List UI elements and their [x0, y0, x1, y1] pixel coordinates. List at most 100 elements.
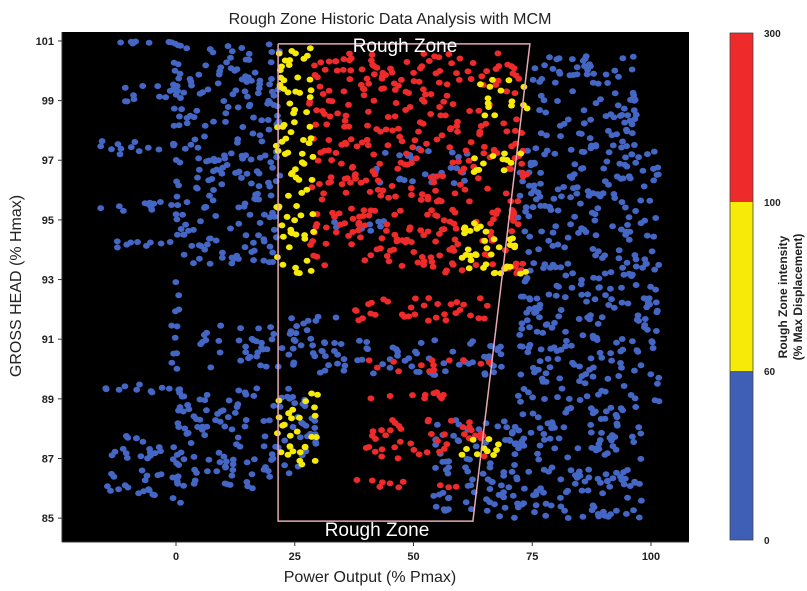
data-point: [243, 170, 251, 177]
data-point: [491, 269, 499, 276]
data-point: [228, 426, 236, 433]
data-point: [322, 224, 330, 231]
colorbar-tick-label: 0: [764, 536, 770, 547]
data-point: [558, 385, 566, 392]
data-point: [587, 421, 595, 428]
data-point: [486, 464, 494, 471]
data-point: [138, 467, 146, 474]
data-point: [197, 341, 205, 348]
data-point: [270, 92, 278, 99]
data-point: [618, 112, 626, 118]
data-point: [446, 218, 454, 225]
data-point: [624, 112, 632, 119]
data-point: [435, 54, 443, 61]
data-point: [445, 51, 453, 58]
data-point: [347, 55, 355, 62]
data-point: [440, 506, 448, 513]
data-point: [646, 301, 653, 308]
data-point: [604, 513, 612, 520]
data-point: [346, 76, 354, 83]
data-point: [182, 221, 190, 228]
data-point: [178, 106, 186, 113]
data-point: [271, 213, 279, 220]
data-point: [432, 464, 439, 471]
data-point: [205, 456, 213, 463]
data-point: [587, 355, 595, 362]
data-point: [250, 392, 258, 399]
data-point: [537, 346, 545, 353]
data-point: [452, 225, 460, 232]
data-point: [409, 392, 416, 399]
data-point: [303, 186, 311, 193]
x-tick-label: 0: [173, 551, 179, 563]
data-point: [490, 452, 497, 458]
data-point: [241, 200, 249, 207]
data-point: [393, 238, 401, 245]
data-point: [557, 494, 564, 501]
data-point: [501, 504, 509, 511]
data-point: [629, 433, 636, 440]
data-point: [486, 499, 494, 506]
data-point: [478, 73, 486, 80]
data-point: [327, 174, 335, 181]
data-point: [340, 88, 348, 95]
data-point: [490, 236, 498, 243]
data-point: [457, 181, 464, 188]
data-point: [549, 65, 557, 72]
data-point: [357, 179, 365, 186]
y-tick-label: 97: [42, 155, 54, 167]
data-point: [618, 144, 625, 151]
data-point: [449, 159, 457, 166]
data-point: [509, 235, 516, 242]
data-point: [632, 404, 640, 410]
data-point: [443, 267, 450, 274]
data-point: [308, 390, 315, 397]
data-point: [289, 406, 297, 413]
data-point: [402, 88, 410, 95]
data-point: [628, 130, 636, 137]
data-point: [180, 482, 188, 489]
data-point: [557, 346, 565, 353]
data-point: [608, 357, 615, 364]
data-point: [608, 296, 615, 303]
data-point: [554, 207, 562, 214]
data-point: [647, 371, 655, 378]
data-point: [520, 386, 528, 392]
data-point: [433, 136, 441, 143]
data-point: [266, 243, 274, 250]
data-point: [359, 315, 366, 322]
data-point: [442, 112, 449, 119]
data-point: [345, 123, 353, 130]
data-point: [175, 462, 183, 468]
data-point: [652, 286, 659, 293]
data-point: [580, 107, 588, 114]
data-point: [434, 421, 441, 428]
data-point: [298, 189, 306, 196]
data-point: [255, 232, 262, 239]
data-point: [104, 483, 111, 490]
data-point: [486, 460, 494, 467]
data-point: [488, 478, 496, 485]
colorbar-label-line1: Rough Zone intensity: [776, 235, 790, 358]
data-point: [203, 391, 211, 398]
data-point: [520, 442, 528, 449]
data-point: [130, 96, 138, 103]
data-point: [587, 116, 594, 123]
data-point: [640, 183, 648, 190]
data-point: [630, 92, 638, 99]
data-point: [527, 429, 535, 436]
data-point: [419, 120, 427, 127]
data-point: [595, 275, 603, 282]
data-point: [557, 503, 565, 510]
data-point: [556, 375, 564, 382]
data-point: [368, 299, 375, 306]
data-point: [396, 152, 403, 159]
data-point: [511, 451, 519, 458]
data-point: [514, 221, 522, 228]
data-point: [366, 188, 374, 195]
data-point: [351, 172, 359, 179]
data-point: [536, 358, 544, 365]
data-point: [307, 241, 314, 248]
data-point: [519, 260, 527, 267]
data-point: [290, 361, 297, 368]
